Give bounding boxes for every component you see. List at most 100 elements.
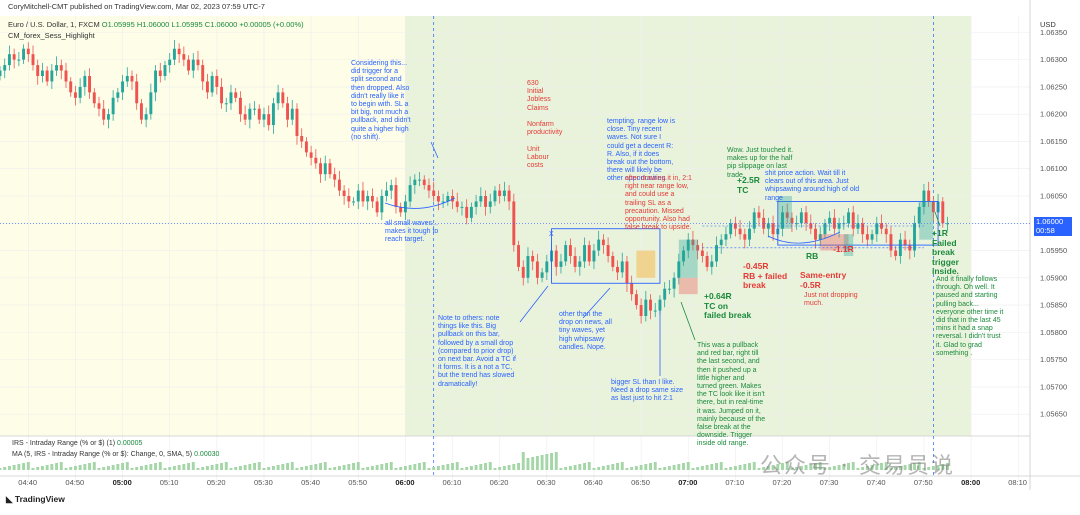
irs-bar [78, 465, 82, 470]
irs-bar [894, 467, 898, 470]
y-tick-label: 1.05850 [1040, 301, 1067, 310]
irs-bar [149, 464, 153, 470]
candle-body [366, 196, 370, 202]
irs-bar [832, 466, 836, 470]
candle-body [88, 76, 92, 93]
candle-body [337, 179, 341, 191]
annotation-after-drawing: after drawing it in, 2:1 right near rang… [625, 175, 692, 232]
candle-body [139, 103, 143, 120]
x-tick-label: 05:00 [113, 478, 132, 487]
annotation-note-to-others: Note to others: note things like this. B… [438, 315, 516, 388]
irs-bar [644, 464, 648, 470]
candle-body [719, 239, 723, 246]
irs-bar [875, 464, 879, 470]
irs-bar [45, 465, 49, 470]
ohlc-values: O1.05995 H1.06000 L1.05995 C1.06000 +0.0… [101, 20, 304, 29]
candle-body [59, 65, 63, 71]
candle-body [630, 283, 634, 295]
irs-bar [931, 466, 935, 470]
candle-body [78, 86, 82, 98]
irs-bar [502, 466, 506, 470]
candle-body [323, 163, 327, 175]
candle-body [135, 81, 139, 104]
candle-body [729, 223, 733, 235]
candle-body [0, 70, 2, 76]
candle-body [436, 196, 440, 202]
irs-bar [31, 468, 35, 470]
irs-bar [446, 464, 450, 470]
annotation-plus-25r: +2.5R TC [737, 175, 760, 195]
irs-bar [913, 463, 916, 470]
irs-bar [696, 467, 700, 470]
irs-bar [342, 465, 346, 470]
last-price-label: 1.06000 00:58 [1034, 217, 1072, 236]
candle-body [40, 70, 44, 76]
irs-bar [785, 462, 789, 470]
candle-body [455, 201, 459, 207]
irs-bar [639, 465, 643, 470]
irs-bar [337, 466, 341, 470]
irs-bar [243, 465, 247, 470]
candle-body [880, 223, 883, 229]
bar-countdown: 00:58 [1036, 225, 1055, 235]
x-tick-label: 05:50 [348, 478, 367, 487]
candle-body [257, 108, 261, 120]
trade-zone-green-2 [777, 196, 792, 229]
x-tick-label: 04:40 [18, 478, 37, 487]
candle-body [295, 108, 299, 136]
irs-bar [837, 465, 841, 470]
candle-body [290, 108, 294, 120]
irs-bar [842, 464, 846, 470]
candle-body [682, 250, 685, 262]
candle-body [267, 114, 271, 126]
candle-body [130, 76, 134, 82]
candle-body [121, 81, 125, 93]
irs-bar [865, 466, 869, 470]
irs-bar [592, 468, 596, 470]
candle-body [347, 196, 351, 202]
trade-zone-red-2 [820, 234, 849, 251]
candle-body [243, 114, 247, 120]
irs-bar [719, 462, 723, 470]
indicator-name: CM_forex_Sess_Highlight [8, 31, 95, 40]
irs-bar [724, 468, 728, 470]
candle-body [884, 228, 888, 235]
candle-body [818, 234, 822, 240]
irs-bar [64, 468, 68, 470]
irs-bar [92, 462, 96, 470]
irs-bar [163, 468, 167, 470]
irs-bar [465, 467, 469, 470]
irs-bar [106, 466, 110, 470]
candle-body [663, 288, 667, 300]
candle-body [220, 86, 224, 104]
irs-bar [201, 467, 205, 470]
annotation-wow: Wow. Just touched it. makes up for the h… [727, 147, 794, 179]
candle-body [606, 245, 610, 256]
ma-value: 0.00030 [194, 451, 220, 458]
candle-body [26, 48, 30, 55]
range-box-left [551, 228, 661, 284]
y-tick-label: 1.06050 [1040, 192, 1067, 201]
irs-bar [578, 464, 582, 470]
irs-bar [568, 466, 572, 470]
candle-body [790, 217, 794, 224]
annotation-pullback-red-bar: This was a pullback and red bar, right t… [697, 342, 766, 448]
candle-body [55, 65, 59, 71]
irs-bar [517, 463, 520, 470]
candle-body [517, 245, 520, 267]
irs-bar [229, 468, 233, 470]
candle-body [234, 92, 238, 98]
y-tick-label: 1.05750 [1040, 355, 1067, 364]
irs-bar [601, 466, 605, 470]
candle-body [375, 201, 379, 213]
irs-bar [488, 462, 492, 470]
irs-bar [729, 467, 733, 470]
irs-bar [347, 464, 351, 470]
candle-body [380, 196, 384, 213]
irs-bar [870, 465, 874, 470]
candle-body [271, 103, 275, 126]
irs-bar [97, 468, 101, 470]
irs-bar [413, 464, 417, 470]
candle-body [724, 234, 728, 240]
